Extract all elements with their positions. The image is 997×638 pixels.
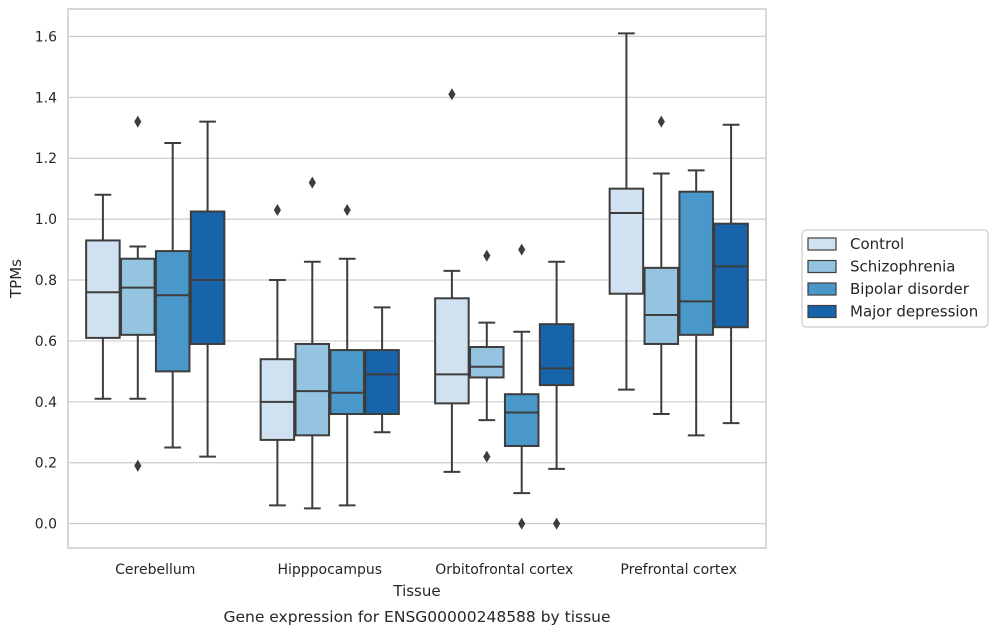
outlier-point — [448, 88, 456, 101]
box — [503, 243, 540, 530]
y-tick-label: 1.2 — [35, 151, 57, 167]
box-body — [503, 393, 540, 447]
legend-item: Bipolar disorder — [807, 280, 970, 298]
outlier-point — [308, 176, 316, 189]
box-body — [608, 187, 645, 295]
legend-label: Schizophrenia — [850, 258, 955, 276]
outlier-point — [518, 517, 526, 530]
box — [469, 249, 505, 463]
box — [120, 115, 156, 472]
box — [434, 88, 470, 473]
y-axis-label: TPMs — [7, 259, 25, 299]
plot-frame — [67, 8, 767, 549]
y-tick-label: 0.8 — [35, 273, 57, 289]
outlier-point — [518, 243, 526, 256]
box-body — [713, 222, 749, 329]
outlier-point — [483, 249, 491, 262]
box-body — [434, 297, 470, 405]
box — [608, 32, 645, 391]
series-bipolar-disorder — [154, 141, 714, 530]
y-tick-label: 0.2 — [35, 456, 57, 472]
chart-caption: Gene expression for ENSG00000248588 by t… — [223, 608, 610, 626]
x-tick-label: Prefrontal cortex — [620, 562, 737, 578]
box — [259, 203, 296, 507]
y-tick-label: 0.6 — [35, 334, 57, 350]
box — [85, 193, 121, 400]
box-body — [294, 342, 331, 437]
box — [189, 120, 226, 458]
box-body — [259, 358, 296, 441]
outlier-point — [553, 517, 561, 530]
x-tick-label: Hipppocampus — [277, 562, 382, 578]
box-body — [538, 323, 575, 387]
box — [538, 260, 575, 530]
x-tick-label: Orbitofrontal cortex — [435, 562, 573, 578]
box-body — [329, 349, 365, 416]
legend-item: Major depression — [807, 303, 978, 321]
y-tick-label: 1.6 — [35, 29, 57, 45]
box-body — [120, 257, 156, 336]
outlier-point — [134, 459, 142, 472]
y-tick-label: 0.0 — [35, 517, 57, 533]
legend-item: Schizophrenia — [807, 258, 955, 276]
box — [643, 115, 680, 416]
box — [713, 123, 749, 425]
box — [294, 176, 331, 510]
box — [154, 141, 191, 449]
box — [364, 306, 400, 434]
box — [329, 203, 365, 507]
box-body — [189, 210, 226, 345]
outlier-point — [273, 203, 281, 216]
outlier-point — [483, 450, 491, 463]
legend-swatch — [807, 304, 837, 319]
x-tick-label: Cerebellum — [115, 562, 195, 578]
legend-swatch — [807, 282, 837, 296]
y-tick-labels: 0.0 0.2 0.4 0.6 0.8 1.0 1.2 1.4 1.6 — [35, 29, 57, 532]
outlier-point — [657, 115, 665, 128]
box-body — [85, 239, 121, 339]
box-body — [643, 266, 680, 345]
y-tick-label: 1.0 — [35, 212, 57, 228]
y-tick-label: 1.4 — [35, 90, 57, 106]
x-axis-label: Tissue — [392, 582, 440, 600]
outlier-point — [343, 203, 351, 216]
legend-swatch — [807, 237, 837, 251]
box-body — [469, 346, 505, 379]
legend-label: Major depression — [850, 303, 978, 321]
box-body — [154, 250, 191, 373]
legend-label: Control — [850, 235, 904, 253]
box — [678, 169, 714, 437]
legend: Control Schizophrenia Bipolar disorder Majo… — [801, 229, 989, 328]
series-control — [85, 32, 645, 507]
box-body — [364, 349, 400, 416]
legend-item: Control — [807, 235, 904, 253]
series-major-depression — [189, 120, 749, 530]
box-series — [85, 32, 749, 530]
series-schizophrenia — [120, 115, 680, 510]
legend-swatch — [807, 259, 837, 274]
legend-label: Bipolar disorder — [850, 280, 970, 298]
legend-frame — [801, 229, 989, 328]
x-tick-labels: Cerebellum Hipppocampus Orbitofrontal cort… — [115, 562, 737, 578]
outlier-point — [134, 115, 142, 128]
y-tick-label: 0.4 — [35, 395, 57, 411]
box-body — [678, 190, 714, 336]
